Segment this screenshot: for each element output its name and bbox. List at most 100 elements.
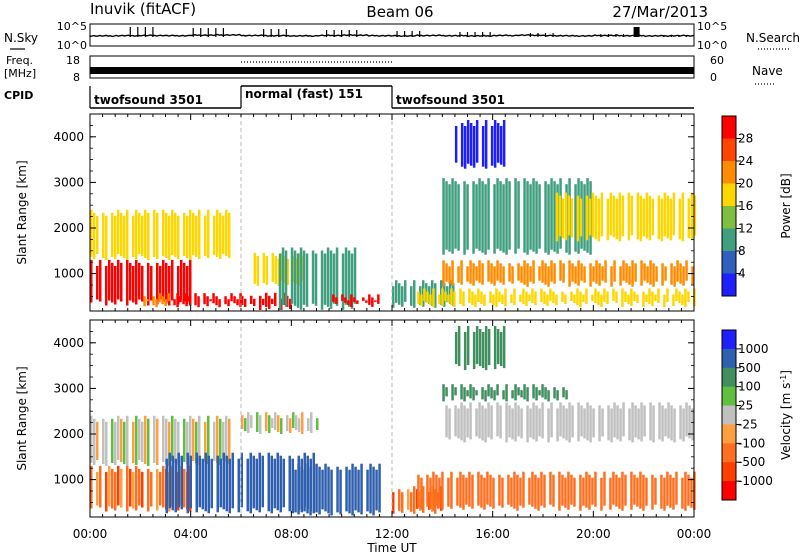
- power-cell: [622, 260, 625, 281]
- velocity-cell: [630, 471, 633, 510]
- power-cell: [454, 181, 457, 249]
- time-tick-label: 20:00: [576, 527, 611, 541]
- velocity-cell: [105, 471, 108, 512]
- velocity-colorbar-tick-label: 1000: [738, 342, 769, 356]
- velocity-cell: [159, 471, 162, 506]
- power-cell: [371, 297, 374, 307]
- velocity-colorbar-swatch: [722, 462, 736, 482]
- power-cell: [150, 265, 153, 301]
- power-cell: [374, 300, 377, 302]
- velocity-cell: [639, 471, 642, 509]
- velocity-cell: [195, 421, 198, 463]
- velocity-cell: [612, 471, 615, 505]
- noise-left-tick-top: 10^5: [57, 20, 87, 33]
- velocity-cell: [654, 477, 657, 505]
- power-cell: [603, 288, 606, 302]
- power-cell: [538, 266, 541, 281]
- velocity-cell: [460, 384, 463, 400]
- velocity-cell: [507, 474, 510, 505]
- power-cell: [445, 263, 448, 282]
- power-cell: [570, 198, 574, 238]
- velocity-cell: [565, 390, 568, 400]
- velocity-cell: [475, 408, 478, 437]
- power-cell: [186, 215, 189, 258]
- power-cell: [534, 291, 537, 305]
- velocity-cell: [603, 471, 606, 506]
- velocity-cell: [466, 390, 469, 397]
- power-cell: [447, 294, 450, 303]
- velocity-cell: [571, 405, 574, 438]
- velocity-ytick-label: 3000: [53, 381, 84, 395]
- power-cell: [268, 295, 271, 309]
- power-cell: [401, 286, 404, 307]
- velocity-cell: [162, 415, 165, 462]
- velocity-colorbar-swatch: [722, 348, 736, 369]
- velocity-cell: [634, 405, 637, 438]
- velocity-cell: [210, 458, 213, 509]
- power-cell: [604, 260, 607, 283]
- power-cell: [532, 260, 535, 284]
- power-cell: [156, 262, 159, 305]
- power-cell: [493, 184, 496, 254]
- velocity-cell: [486, 471, 489, 505]
- cpid-label: CPID: [4, 89, 33, 102]
- velocity-cell: [478, 402, 481, 439]
- power-cell: [570, 291, 573, 301]
- time-tick-label: 12:00: [375, 527, 410, 541]
- velocity-cell: [108, 465, 111, 507]
- power-cell: [256, 255, 260, 286]
- velocity-cell: [502, 326, 506, 369]
- power-cell: [624, 291, 627, 302]
- power-cell: [451, 260, 454, 286]
- velocity-colorbar-tick-label: -100: [738, 436, 765, 450]
- power-cell: [344, 247, 348, 305]
- power-colorbar-swatch: [722, 161, 736, 184]
- power-cell: [135, 259, 138, 305]
- power-cell: [453, 291, 456, 307]
- velocity-cell: [457, 326, 461, 367]
- power-cell: [117, 209, 120, 254]
- power-cell: [90, 209, 93, 257]
- velocity-cell: [177, 421, 180, 465]
- noise-left-tick-bottom: 10^0: [57, 39, 87, 52]
- velocity-cell: [289, 418, 292, 433]
- power-cell: [651, 291, 654, 306]
- velocity-cell: [225, 455, 228, 512]
- velocity-cell: [454, 387, 457, 396]
- power-cell: [618, 192, 622, 242]
- power-cell: [278, 253, 282, 310]
- power-cell: [144, 209, 147, 258]
- velocity-cell: [633, 474, 636, 505]
- velocity-cell: [93, 418, 96, 465]
- power-cell: [162, 209, 165, 256]
- power-cell: [691, 266, 694, 285]
- power-cell: [475, 266, 478, 281]
- velocity-cell: [268, 415, 271, 433]
- power-cell: [413, 280, 416, 308]
- freq-label-line1: Freq.: [6, 54, 33, 67]
- velocity-cell: [378, 463, 381, 513]
- velocity-cell: [450, 471, 453, 509]
- velocity-cell: [375, 469, 378, 511]
- power-cell: [477, 288, 480, 302]
- header: Inuvik (fitACF) Beam 06 27/Mar/2013: [90, 0, 708, 21]
- velocity-cell: [688, 405, 691, 439]
- velocity-cell: [690, 477, 693, 508]
- power-cell: [511, 266, 514, 284]
- velocity-ytick-label: 4000: [53, 336, 84, 350]
- velocity-cell: [231, 452, 234, 509]
- power-cell: [475, 184, 478, 249]
- power-cell: [153, 209, 156, 257]
- power-cell: [645, 294, 648, 302]
- power-cell: [472, 263, 475, 286]
- velocity-cell: [138, 468, 141, 506]
- power-cell: [471, 291, 474, 305]
- time-axis-label: Time UT: [366, 541, 417, 554]
- velocity-cell: [426, 474, 429, 507]
- velocity-cell: [679, 405, 682, 440]
- velocity-cell: [484, 326, 488, 371]
- power-cell: [576, 195, 580, 242]
- velocity-cell: [435, 474, 438, 506]
- power-cell: [129, 262, 132, 301]
- velocity-cell: [517, 387, 520, 396]
